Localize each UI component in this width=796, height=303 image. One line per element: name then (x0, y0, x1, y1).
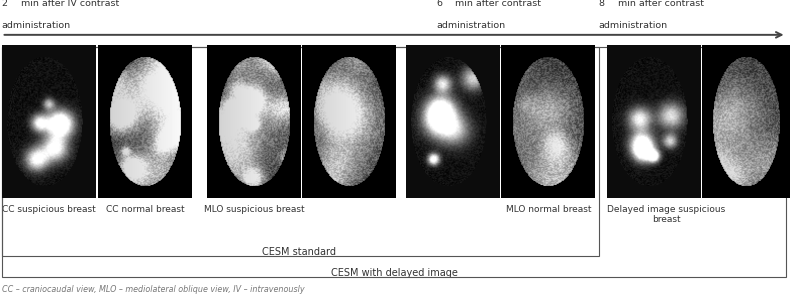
Text: Delayed image suspicious
breast: Delayed image suspicious breast (607, 205, 725, 224)
Text: CC suspicious breast: CC suspicious breast (2, 205, 96, 214)
Text: CC normal breast: CC normal breast (106, 205, 184, 214)
Text: administration: administration (2, 21, 71, 30)
Text: min after contrast: min after contrast (615, 0, 704, 8)
Text: administration: administration (436, 21, 505, 30)
Text: MLO normal breast: MLO normal breast (506, 205, 592, 214)
Text: MLO suspicious breast: MLO suspicious breast (204, 205, 304, 214)
Text: CESM with delayed image: CESM with delayed image (330, 268, 458, 278)
Text: CC – craniocaudal view, MLO – mediolateral oblique view, IV – intravenously: CC – craniocaudal view, MLO – mediolater… (2, 285, 305, 294)
Bar (2, 47, 599, 256)
Text: 2: 2 (2, 0, 8, 8)
Text: 6: 6 (436, 0, 443, 8)
Text: CESM standard: CESM standard (262, 247, 335, 257)
Text: min after contrast: min after contrast (452, 0, 541, 8)
Text: 8: 8 (599, 0, 605, 8)
Bar (2, 47, 786, 277)
Text: administration: administration (599, 21, 668, 30)
Text: min after IV contrast: min after IV contrast (18, 0, 119, 8)
